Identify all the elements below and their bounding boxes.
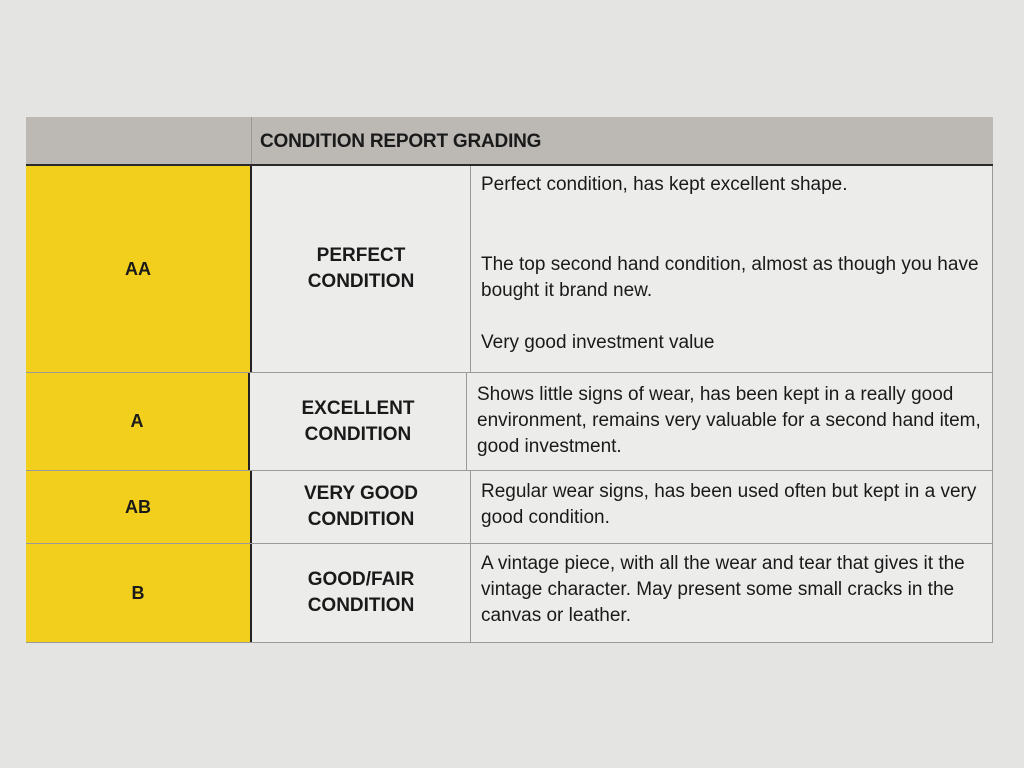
description-text: Regular wear signs, has been used often …: [481, 481, 977, 528]
table-header: CONDITION REPORT GRADING: [26, 117, 993, 166]
condition-line: CONDITION: [307, 595, 415, 616]
header-blank-cell: [26, 117, 252, 164]
table-row: AB VERY GOOD CONDITION Regular wear signs…: [26, 471, 993, 544]
condition-cell: GOOD/FAIR CONDITION: [252, 544, 471, 642]
table-row: AA PERFECT CONDITION Perfect condition, h…: [26, 166, 993, 373]
description-text: Perfect condition, has kept excellent sh…: [481, 174, 848, 195]
description-cell: Shows little signs of wear, has been kep…: [467, 373, 993, 470]
description-text: Shows little signs of wear, has been kep…: [477, 384, 981, 457]
condition-cell: VERY GOOD CONDITION: [252, 471, 471, 543]
condition-line: CONDITION: [304, 423, 412, 445]
grade-cell: B: [26, 544, 252, 642]
condition-cell: EXCELLENT CONDITION: [249, 373, 467, 470]
table-row: A EXCELLENT CONDITION Shows little signs …: [26, 373, 993, 471]
description-cell: Perfect condition, has kept excellent sh…: [471, 166, 993, 372]
grade-cell: AB: [26, 471, 252, 543]
condition-line: GOOD/FAIR: [307, 569, 415, 590]
description-cell: A vintage piece, with all the wear and t…: [471, 544, 993, 642]
table-row: B GOOD/FAIR CONDITION A vintage piece, wi…: [26, 544, 993, 643]
description-text: A vintage piece, with all the wear and t…: [481, 553, 965, 626]
grade-cell: A: [26, 373, 250, 470]
condition-cell: PERFECT CONDITION: [252, 166, 471, 372]
description-text: Very good investment value: [481, 332, 715, 353]
condition-line: EXCELLENT: [301, 397, 415, 419]
description-cell: Regular wear signs, has been used often …: [471, 471, 993, 543]
condition-line: PERFECT: [316, 245, 406, 266]
grade-cell: AA: [26, 166, 252, 372]
condition-grading-table: CONDITION REPORT GRADING AA PERFECT CONDI…: [26, 117, 993, 643]
condition-line: CONDITION: [307, 271, 415, 292]
condition-line: VERY GOOD: [303, 483, 419, 504]
table-title: CONDITION REPORT GRADING: [260, 131, 542, 152]
condition-line: CONDITION: [307, 509, 415, 530]
description-text: The top second hand condition, almost as…: [481, 254, 979, 301]
